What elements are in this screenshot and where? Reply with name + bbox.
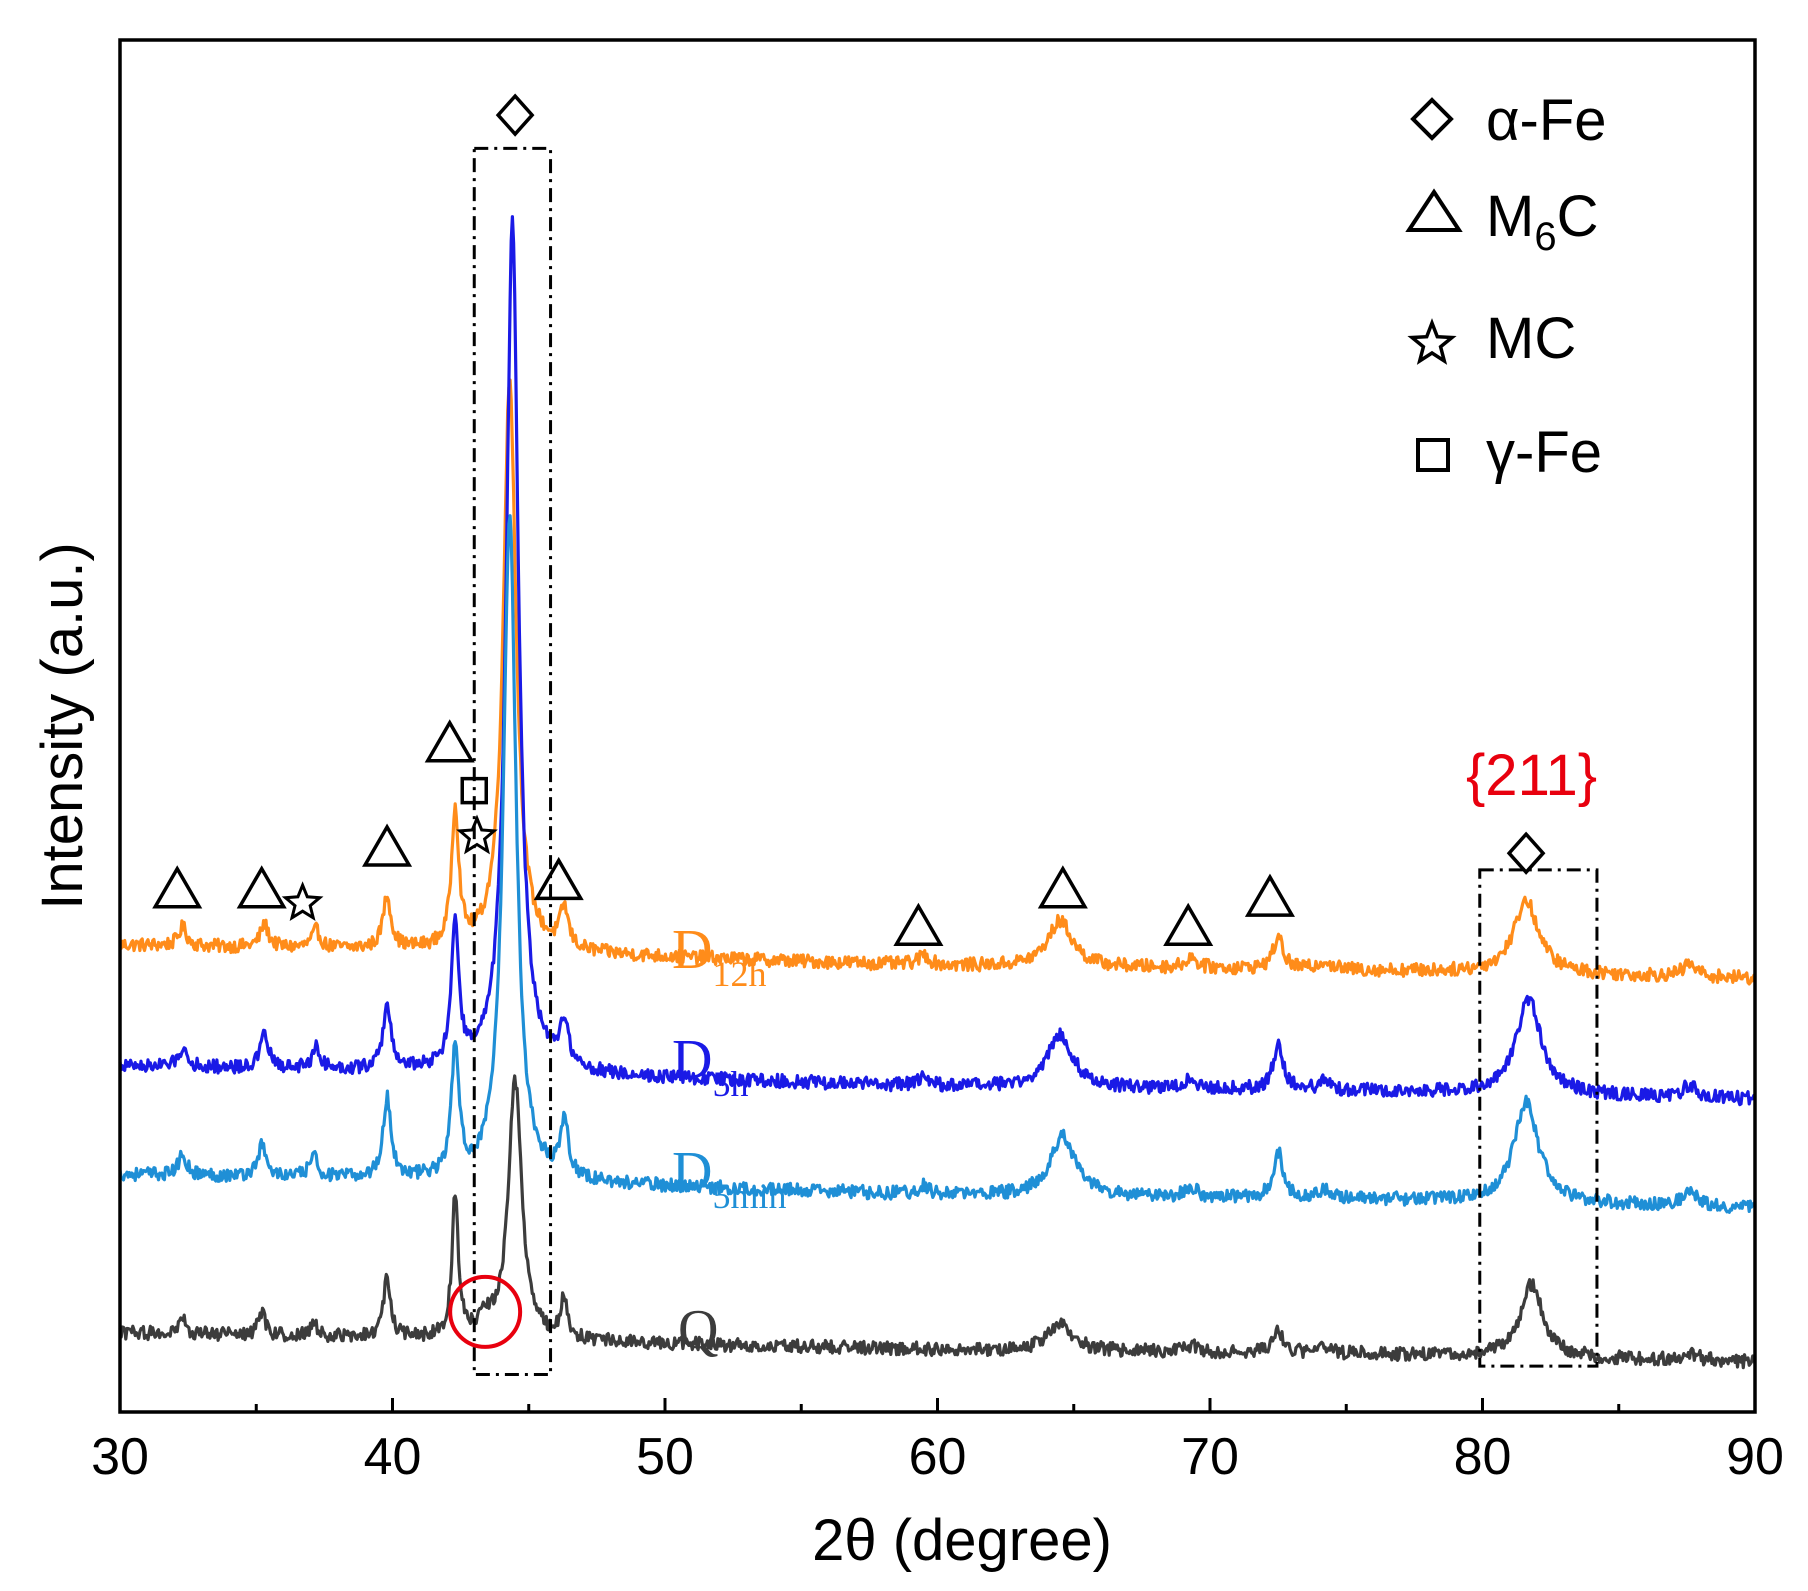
legend-entry-m6c: M6C (1405, 184, 1598, 259)
x-tick-label: 90 (1726, 1428, 1784, 1486)
triangle-marker-icon (1244, 873, 1295, 917)
x-tick-label: 70 (1181, 1428, 1239, 1486)
series-label-d5min: D5min (672, 1141, 786, 1216)
triangle-marker-icon (1037, 865, 1088, 909)
diamond-icon (1410, 97, 1454, 141)
series-line-q (118, 1074, 1757, 1370)
highlight-circle (448, 1274, 523, 1349)
series-line-d12h (118, 378, 1757, 986)
triangle-marker-icon (1163, 902, 1214, 947)
series-line-d5h (118, 215, 1757, 1107)
x-tick-label: 30 (91, 1428, 149, 1486)
legend-label-gamma-fe: γ-Fe (1486, 420, 1602, 485)
x-axis-ticks: 30 40 50 60 70 80 90 (91, 1398, 1784, 1486)
dash-dot-box-2 (1478, 868, 1599, 1368)
triangle-marker-icon (236, 865, 287, 909)
diamond-marker-icon (1506, 831, 1546, 875)
x-tick-label: 60 (909, 1428, 967, 1486)
triangle-marker-icon (893, 902, 944, 947)
triangle-marker-icon (424, 719, 475, 763)
legend-label-alpha-fe: α-Fe (1486, 88, 1607, 153)
star-marker-icon (281, 881, 324, 922)
peak-marker-layer (152, 93, 1546, 947)
diamond-marker-icon (495, 93, 535, 137)
plane-annotation-211: {211} (1466, 743, 1597, 808)
x-tick-label: 40 (364, 1428, 422, 1486)
legend-entry-alpha-fe: α-Fe (1410, 88, 1607, 153)
series-label-d12h: D12h (672, 919, 766, 994)
square-icon (1416, 438, 1450, 472)
legend-entry-gamma-fe: γ-Fe (1416, 420, 1602, 485)
legend-label-mc: MC (1486, 306, 1576, 371)
series-label-d5h: D5h (672, 1029, 748, 1104)
triangle-marker-icon (533, 856, 584, 901)
series-layer (118, 215, 1757, 1370)
dash-dot-box-1 (472, 146, 553, 1376)
triangle-marker-icon (152, 865, 203, 909)
x-axis-title: 2θ (degree) (812, 1508, 1112, 1573)
triangle-marker-icon (362, 823, 413, 867)
x-tick-label: 80 (1454, 1428, 1512, 1486)
series-line-d5min (118, 514, 1757, 1214)
legend-label-m6c: M6C (1486, 184, 1598, 259)
x-tick-label: 50 (636, 1428, 694, 1486)
star-icon (1407, 318, 1457, 365)
legend: α-Fe M6C MC γ-Fe (1405, 88, 1607, 485)
triangle-icon (1405, 188, 1463, 232)
series-label-q: Q (678, 1299, 718, 1361)
box-layer (472, 146, 1599, 1376)
y-axis-title: Intensity (a.u.) (30, 542, 95, 909)
square-marker-icon (460, 776, 488, 805)
legend-entry-mc: MC (1407, 306, 1576, 371)
star-marker-icon (456, 814, 498, 855)
